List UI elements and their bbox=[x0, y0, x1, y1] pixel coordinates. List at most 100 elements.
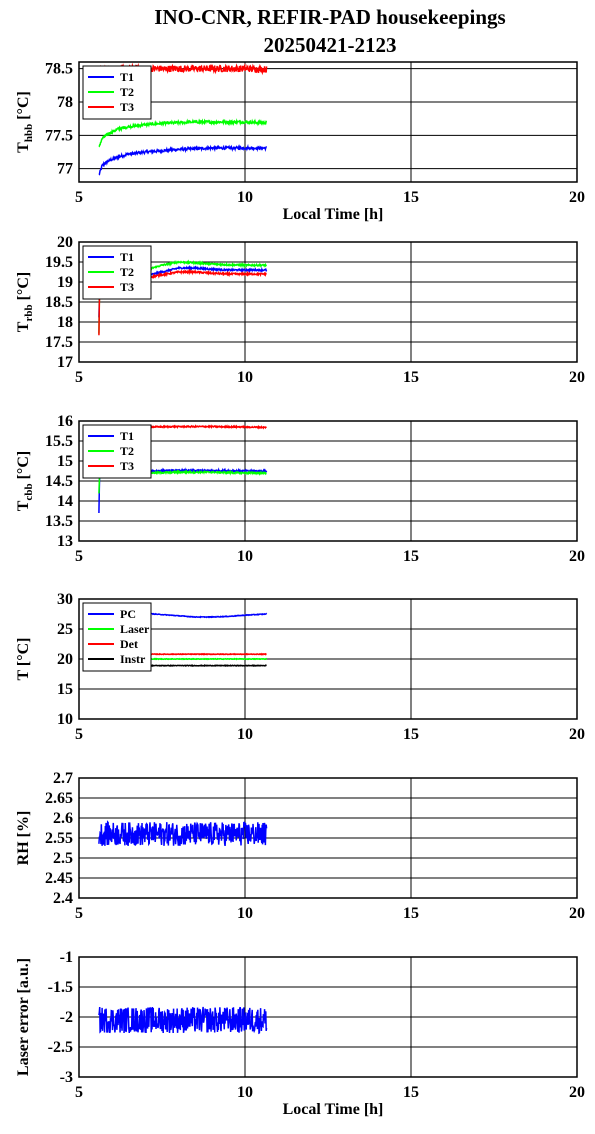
chart-panel-3: 13 13.5 14 14.5 15 15.5 16 5 10 15 20 Tcbb [°C] T1T2… bbox=[15, 413, 585, 565]
x-tick-label: 10 bbox=[237, 1084, 253, 1101]
y-axis-label: RH [%] bbox=[15, 811, 32, 866]
y-tick-label: 25 bbox=[57, 621, 73, 638]
x-tick-label: 15 bbox=[403, 369, 419, 386]
legend-label: T2 bbox=[120, 85, 134, 99]
y-tick-label: 14 bbox=[57, 493, 73, 510]
series-line-t1 bbox=[98, 143, 268, 176]
y-axis-label: Laser error [a.u.] bbox=[15, 958, 32, 1076]
y-tick-label: 2.6 bbox=[53, 810, 73, 827]
y-tick-label: 2.5 bbox=[53, 850, 73, 867]
y-tick-label: 18 bbox=[57, 314, 73, 331]
y-tick-label: 13 bbox=[57, 533, 73, 550]
y-tick-label: 16 bbox=[57, 413, 73, 430]
x-tick-label: 20 bbox=[569, 369, 585, 386]
x-tick-label: 10 bbox=[237, 726, 253, 743]
legend-label: T1 bbox=[120, 250, 134, 264]
plot-frame bbox=[78, 598, 578, 720]
x-tick-label: 5 bbox=[75, 1084, 83, 1101]
y-tick-label: -2 bbox=[60, 1009, 73, 1026]
legend-label: T3 bbox=[120, 280, 134, 294]
y-tick-label: 17.5 bbox=[45, 334, 73, 351]
chart-panel-1: 77 77.5 78 78.5 5 10 15 20 Local Time [h] Thbb [°… bbox=[15, 61, 585, 223]
chart-panel-2: 17 17.5 18 18.5 19 19.5 20 5 10 15 20 Trbb [°C] T1T2… bbox=[15, 234, 585, 386]
x-tick-label: 20 bbox=[569, 905, 585, 922]
x-tick-label: 15 bbox=[403, 1084, 419, 1101]
y-axis-label: Tcbb [°C] bbox=[15, 451, 35, 511]
y-tick-label: -2.5 bbox=[48, 1039, 73, 1056]
y-tick-label: 15 bbox=[57, 681, 73, 698]
legend-label: Instr bbox=[120, 652, 146, 666]
y-tick-label: 2.55 bbox=[45, 830, 73, 847]
chart-panel-5: 2.4 2.45 2.5 2.55 2.6 2.65 2.7 5 10 15 20 RH [%] bbox=[15, 770, 585, 922]
x-tick-label: 5 bbox=[75, 905, 83, 922]
legend-label: T1 bbox=[120, 429, 134, 443]
legend-label: T3 bbox=[120, 100, 134, 114]
legend-label: T1 bbox=[120, 70, 134, 84]
y-tick-label: 10 bbox=[57, 711, 73, 728]
x-tick-label: 15 bbox=[403, 548, 419, 565]
y-tick-label: 14.5 bbox=[45, 473, 73, 490]
figure-title-line1: INO-CNR, REFIR-PAD housekeepings bbox=[154, 5, 505, 29]
y-tick-label: 17 bbox=[57, 354, 73, 371]
y-tick-label: 2.7 bbox=[53, 770, 73, 787]
y-axis-label: T [°C] bbox=[15, 638, 32, 681]
x-tick-label: 5 bbox=[75, 369, 83, 386]
plot-frame bbox=[78, 420, 578, 542]
x-tick-label: 10 bbox=[237, 189, 253, 206]
y-tick-label: 78.5 bbox=[45, 61, 73, 78]
y-axis-label: Trbb [°C] bbox=[15, 272, 35, 332]
x-tick-label: 20 bbox=[569, 189, 585, 206]
y-tick-label: -1.5 bbox=[48, 979, 73, 996]
legend-label: Det bbox=[120, 637, 138, 651]
x-axis-label: Local Time [h] bbox=[283, 206, 384, 223]
y-tick-label: 2.4 bbox=[53, 890, 73, 907]
x-tick-label: 20 bbox=[569, 726, 585, 743]
x-tick-label: 5 bbox=[75, 548, 83, 565]
legend-label: Laser bbox=[120, 622, 150, 636]
x-axis-label: Local Time [h] bbox=[283, 1101, 384, 1118]
y-tick-label: 15 bbox=[57, 453, 73, 470]
legend-label: PC bbox=[120, 607, 136, 621]
y-tick-label: -3 bbox=[60, 1069, 73, 1086]
series-line-data bbox=[98, 820, 268, 847]
chart-panel-6: -3 -2.5 -2 -1.5 -1 5 10 15 20 Local Time [h] Laser… bbox=[15, 949, 585, 1118]
y-tick-label: 30 bbox=[57, 591, 73, 608]
y-tick-label: 18.5 bbox=[45, 294, 73, 311]
y-tick-label: 78 bbox=[57, 94, 73, 111]
x-tick-label: 10 bbox=[237, 369, 253, 386]
figure-title-line2: 20250421-2123 bbox=[264, 33, 397, 57]
y-tick-label: 77 bbox=[57, 161, 73, 178]
y-tick-label: 20 bbox=[57, 234, 73, 251]
y-tick-label: 2.45 bbox=[45, 870, 73, 887]
y-tick-label: 19.5 bbox=[45, 254, 73, 271]
x-tick-label: 5 bbox=[75, 189, 83, 206]
series-line-t2 bbox=[98, 118, 268, 148]
series-line-data bbox=[98, 1006, 268, 1035]
y-tick-label: -1 bbox=[60, 949, 73, 966]
y-tick-label: 19 bbox=[57, 274, 73, 291]
x-tick-label: 20 bbox=[569, 1084, 585, 1101]
x-tick-label: 5 bbox=[75, 726, 83, 743]
x-tick-label: 10 bbox=[237, 905, 253, 922]
x-tick-label: 15 bbox=[403, 726, 419, 743]
plot-frame bbox=[78, 777, 578, 899]
legend-label: T2 bbox=[120, 265, 134, 279]
legend-label: T3 bbox=[120, 459, 134, 473]
y-axis-label: Thbb [°C] bbox=[15, 91, 35, 153]
y-tick-label: 77.5 bbox=[45, 127, 73, 144]
y-tick-label: 13.5 bbox=[45, 513, 73, 530]
x-tick-label: 15 bbox=[403, 189, 419, 206]
plot-frame bbox=[78, 956, 578, 1078]
plot-area bbox=[79, 62, 577, 182]
x-tick-label: 20 bbox=[569, 548, 585, 565]
y-tick-label: 15.5 bbox=[45, 433, 73, 450]
legend-label: T2 bbox=[120, 444, 134, 458]
x-tick-label: 10 bbox=[237, 548, 253, 565]
